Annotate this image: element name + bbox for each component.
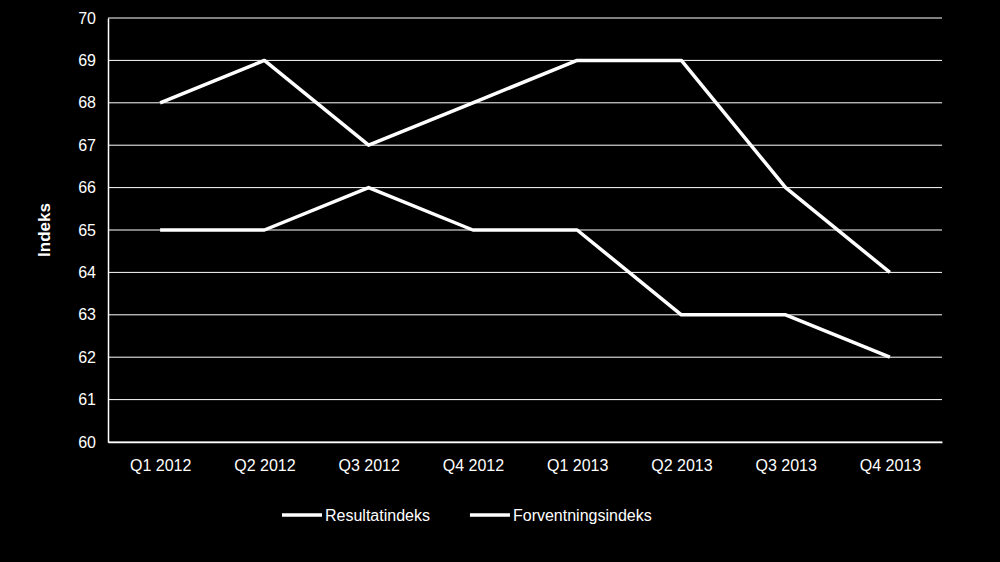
x-tick-label: Q3 2013 (755, 457, 816, 474)
x-tick-label: Q1 2012 (130, 457, 191, 474)
y-tick-label: 65 (78, 222, 96, 239)
y-tick: 69 (78, 52, 108, 69)
grid-line (108, 314, 942, 315)
y-tick: 65 (78, 222, 108, 239)
legend: Resultatindeks Forventningsindeks (282, 507, 652, 524)
y-tick: 62 (78, 349, 108, 366)
x-tick: Q4 2012 (443, 442, 504, 474)
y-tick: 66 (78, 179, 108, 196)
x-tick-label: Q2 2013 (651, 457, 712, 474)
y-tick-label: 66 (78, 179, 96, 196)
y-tick: 70 (78, 10, 108, 27)
x-tick: Q4 2013 (860, 442, 921, 474)
x-tick-label: Q4 2012 (443, 457, 504, 474)
y-tick: 64 (78, 264, 108, 281)
chart: 60 61 62 63 64 65 66 67 68 69 70 Q1 2012 Q2 2012 Q3 2… (0, 0, 1000, 562)
y-tick-label: 63 (78, 306, 96, 323)
grid-line (108, 442, 942, 443)
grid-line (108, 272, 942, 273)
legend-label: Forventningsindeks (513, 507, 652, 524)
y-axis: 60 61 62 63 64 65 66 67 68 69 70 (78, 10, 108, 451)
y-tick-label: 60 (78, 434, 96, 451)
legend-swatch (470, 513, 510, 517)
y-tick-label: 67 (78, 137, 96, 154)
y-axis-title: Indeks (35, 203, 54, 257)
grid-line (108, 18, 942, 19)
grid-line (108, 102, 942, 103)
y-tick: 67 (78, 137, 108, 154)
y-tick: 60 (78, 434, 108, 451)
x-tick-label: Q4 2013 (860, 457, 921, 474)
lines (160, 60, 890, 357)
background (0, 0, 1000, 562)
y-axis-line (108, 19, 110, 443)
x-tick: Q1 2012 (130, 442, 191, 474)
series-line (160, 60, 890, 272)
legend-swatch (282, 513, 322, 517)
y-tick: 68 (78, 94, 108, 111)
x-tick: Q3 2013 (755, 442, 816, 474)
y-tick-label: 61 (78, 391, 96, 408)
x-tick-label: Q1 2013 (547, 457, 608, 474)
y-tick-label: 68 (78, 94, 96, 111)
grid-line (108, 357, 942, 358)
x-axis: Q1 2012 Q2 2012 Q3 2012 Q4 2012 Q1 2013 Q2 20… (109, 442, 943, 474)
grid-line (108, 399, 942, 400)
y-tick-label: 64 (78, 264, 96, 281)
y-tick: 61 (78, 391, 108, 408)
y-tick-label: 62 (78, 349, 96, 366)
x-tick: Q3 2012 (338, 442, 399, 474)
legend-item: Resultatindeks (282, 507, 430, 524)
y-tick-label: 70 (78, 10, 96, 27)
y-tick-label: 69 (78, 52, 96, 69)
legend-item: Forventningsindeks (470, 507, 652, 524)
y-tick: 63 (78, 306, 108, 323)
grid-line (108, 60, 942, 61)
grid-line (108, 187, 942, 188)
x-tick-label: Q2 2012 (234, 457, 295, 474)
legend-label: Resultatindeks (325, 507, 430, 524)
x-tick: Q1 2013 (547, 442, 608, 474)
x-tick: Q2 2013 (651, 442, 712, 474)
grid-line (108, 145, 942, 146)
grid (108, 18, 942, 442)
series-line (160, 188, 890, 358)
x-tick: Q2 2012 (234, 442, 295, 474)
x-axis-line (109, 442, 943, 444)
x-tick-label: Q3 2012 (338, 457, 399, 474)
